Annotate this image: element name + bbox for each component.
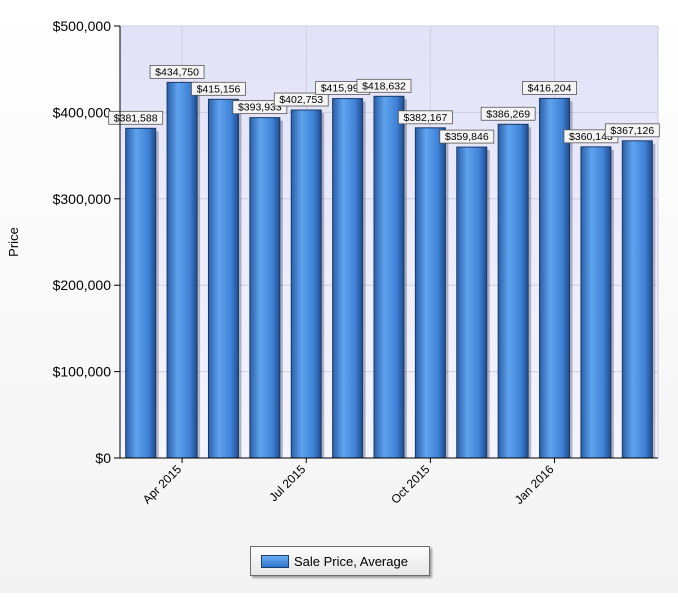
data-label-box bbox=[522, 80, 577, 95]
data-label-box bbox=[191, 81, 246, 96]
data-label: $418,632 bbox=[362, 80, 406, 92]
bar bbox=[249, 117, 281, 459]
bar bbox=[414, 127, 446, 459]
data-label-box bbox=[232, 100, 288, 115]
y-tick-label: $0 bbox=[95, 450, 111, 466]
bar bbox=[373, 95, 405, 459]
bar bbox=[166, 81, 198, 459]
data-label-box bbox=[273, 92, 329, 107]
bar bbox=[621, 140, 653, 459]
legend-label: Sale Price, Average bbox=[294, 553, 408, 569]
data-label: $393,933 bbox=[238, 102, 282, 114]
data-label-box bbox=[604, 123, 660, 138]
bar bbox=[539, 97, 571, 459]
data-label: $367,126 bbox=[610, 125, 654, 137]
data-label: $416,204 bbox=[528, 82, 572, 94]
bar bbox=[290, 109, 322, 459]
data-label: $360,143 bbox=[569, 131, 613, 143]
bar bbox=[207, 98, 239, 459]
data-label: $415,999 bbox=[321, 83, 365, 95]
y-tick-label: $400,000 bbox=[53, 104, 112, 120]
data-label: $382,167 bbox=[403, 112, 447, 124]
bar bbox=[332, 98, 364, 459]
bar bbox=[456, 146, 488, 459]
y-tick-label: $100,000 bbox=[53, 364, 112, 380]
data-label-box bbox=[397, 110, 453, 125]
y-tick-label: $500,000 bbox=[53, 18, 112, 34]
y-tick-label: $200,000 bbox=[53, 277, 112, 293]
data-label: $434,750 bbox=[155, 66, 199, 78]
y-axis-title: Price bbox=[6, 227, 21, 257]
bar bbox=[580, 146, 612, 459]
legend: Sale Price, Average bbox=[250, 546, 430, 576]
data-label: $359,846 bbox=[445, 131, 489, 143]
data-label: $402,753 bbox=[279, 94, 323, 106]
y-tick-label: $300,000 bbox=[53, 191, 112, 207]
data-label-box bbox=[439, 129, 495, 144]
data-label-box bbox=[356, 78, 412, 93]
data-label: $381,588 bbox=[114, 112, 158, 124]
data-label-box bbox=[149, 64, 205, 79]
data-label-box bbox=[480, 106, 536, 121]
bar bbox=[497, 123, 529, 459]
data-label: $415,156 bbox=[197, 83, 241, 95]
legend-swatch bbox=[261, 554, 289, 568]
data-label-box bbox=[108, 110, 164, 125]
data-label: $386,269 bbox=[486, 108, 530, 120]
bar bbox=[125, 127, 157, 459]
